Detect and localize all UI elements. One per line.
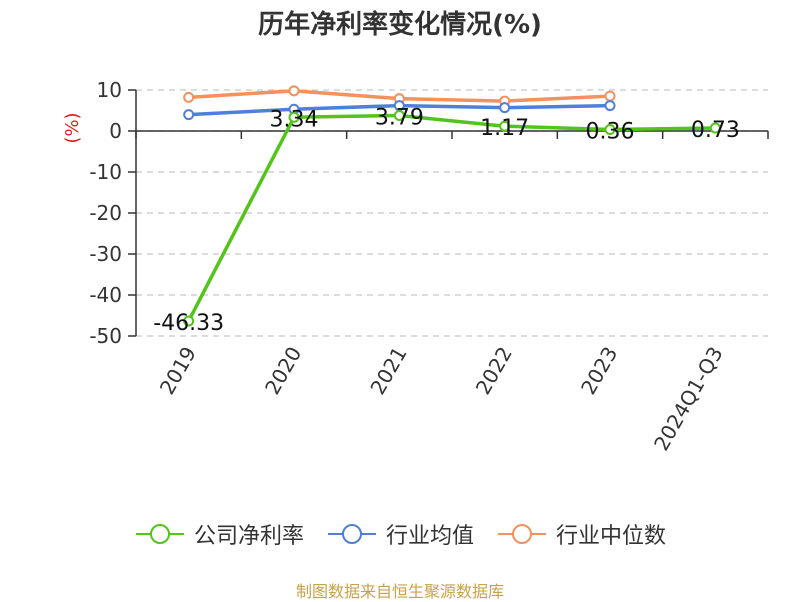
x-tick-label: 2021 [365, 343, 411, 399]
legend-line-icon [498, 524, 546, 544]
data-point [183, 109, 195, 121]
data-label: 3.34 [270, 107, 319, 132]
x-tick-label: 2023 [576, 343, 622, 399]
data-point [499, 102, 511, 114]
data-label: 0.36 [586, 120, 635, 145]
y-tick-label: -40 [89, 283, 122, 307]
data-point [709, 122, 721, 134]
legend-swatch-circle [149, 524, 170, 544]
y-axis-label: (%) [62, 112, 83, 143]
data-point [183, 315, 195, 327]
legend-line-icon [135, 524, 184, 544]
y-tick-label: -30 [89, 242, 122, 266]
legend-item[interactable]: 公司净利率 [134, 518, 304, 550]
data-label: 3.79 [375, 105, 424, 130]
legend-line-icon [327, 524, 376, 544]
y-tick-label: -20 [89, 201, 122, 225]
data-point [499, 120, 511, 132]
data-label: -46.33 [153, 311, 224, 336]
data-point [288, 85, 300, 97]
data-point [604, 124, 616, 136]
y-tick-label: -10 [89, 160, 122, 184]
x-tick-label: 2020 [260, 343, 306, 399]
data-label: 1.17 [480, 116, 529, 141]
data-point [604, 100, 616, 112]
legend-item[interactable]: 行业均值 [326, 518, 474, 550]
x-tick-label: 2022 [471, 343, 517, 399]
data-point [604, 90, 616, 102]
legend-label: 公司净利率 [193, 524, 304, 549]
legend-swatch-circle [341, 524, 362, 544]
legend-swatch-circle [512, 524, 532, 544]
y-tick-label: -50 [89, 324, 122, 348]
data-point [183, 91, 195, 103]
y-tick-label: 10 [97, 78, 122, 102]
data-point [393, 109, 405, 121]
legend-label: 行业中位数 [556, 524, 667, 549]
y-tick-label: 0 [109, 119, 122, 143]
data-label: 0.73 [691, 118, 740, 143]
series-line-0 [187, 113, 716, 322]
data-point [288, 111, 300, 123]
chart-title: 历年净利率变化情况(%) [258, 10, 542, 40]
legend-label: 行业均值 [385, 524, 474, 549]
source-note: 制图数据来自恒生聚源数据库 [295, 582, 504, 601]
legend[interactable]: 公司净利率 行业均值 行业中位数 [0, 518, 800, 550]
legend-item[interactable]: 行业中位数 [496, 518, 666, 550]
x-tick-label: 2024Q1-Q3 [649, 343, 728, 455]
x-tick-label: 2019 [155, 343, 201, 399]
